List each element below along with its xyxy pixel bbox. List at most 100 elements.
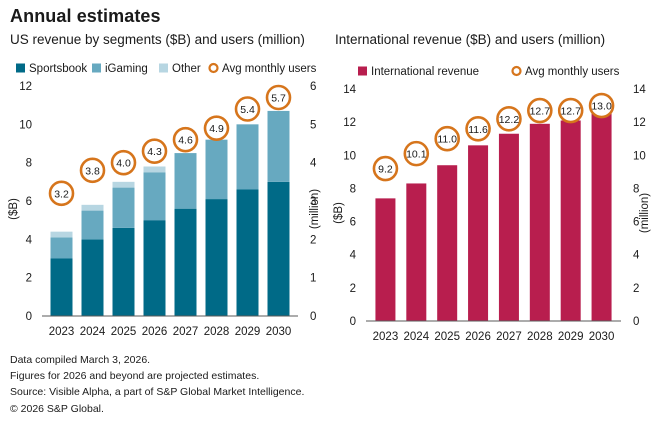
us-x-tick: 2026 <box>142 326 168 338</box>
us-bar-igaming <box>267 110 290 182</box>
intl-y-tick: 12 <box>343 117 356 129</box>
intl-x-tick: 2023 <box>373 331 399 343</box>
us-legend-label: Other <box>172 63 201 75</box>
intl-y-tick: 4 <box>350 250 357 262</box>
intl-users-marker <box>588 92 615 119</box>
us-bar-sportsbook <box>236 189 259 316</box>
us-legend-users-icon <box>208 62 219 74</box>
us-y-tick: 10 <box>19 119 32 131</box>
intl-users-label: 11.0 <box>437 134 457 146</box>
us-y-tick: 8 <box>26 158 32 170</box>
us-users-marker <box>265 84 292 111</box>
us-legend-swatch <box>159 63 168 73</box>
us-y2-tick: 0 <box>310 311 316 323</box>
us-bar-igaming <box>205 139 228 200</box>
us-users-label: 4.9 <box>209 123 224 135</box>
intl-users-marker <box>527 97 553 124</box>
us-y2-tick: 2 <box>310 234 316 246</box>
intl-y-tick: 2 <box>350 283 356 295</box>
intl-y2-tick: 10 <box>633 150 646 162</box>
us-bar-sportsbook <box>143 220 166 316</box>
us-bar-igaming <box>174 153 197 209</box>
note-copyright: © 2026 S&P Global. <box>10 402 104 415</box>
us-x-tick: 2029 <box>235 326 261 338</box>
us-bar-other <box>50 231 73 238</box>
us-bar-sportsbook <box>81 239 104 316</box>
intl-legend-label: International revenue <box>371 66 479 78</box>
intl-y2-tick: 0 <box>633 316 639 328</box>
us-x-tick: 2025 <box>111 326 137 338</box>
us-bar-sportsbook <box>112 227 135 316</box>
intl-bar-international-revenue <box>375 198 396 321</box>
intl-y-tick: 8 <box>350 183 356 195</box>
us-users-marker <box>172 126 199 153</box>
intl-y2-tick: 8 <box>633 183 639 195</box>
us-bar-sportsbook <box>205 199 228 316</box>
intl-legend-swatch <box>358 66 367 76</box>
intl-y2-axis-label: (million) <box>639 193 651 233</box>
us-y2-tick: 4 <box>310 158 317 170</box>
us-bar-igaming <box>236 124 259 190</box>
us-x-tick: 2030 <box>266 326 292 338</box>
us-bar-igaming <box>112 187 135 228</box>
us-users-marker <box>79 157 106 184</box>
intl-users-marker <box>557 97 584 124</box>
intl-bar-international-revenue <box>406 183 427 321</box>
intl-y-axis-label: ($B) <box>333 202 345 224</box>
us-bar-igaming <box>143 172 166 221</box>
us-users-marker <box>110 149 137 176</box>
us-x-tick: 2027 <box>173 326 199 338</box>
intl-y2-tick: 2 <box>633 283 639 295</box>
us-x-tick: 2028 <box>204 326 230 338</box>
intl-users-label: 12.2 <box>499 114 520 126</box>
us-users-label: 4.6 <box>178 135 193 147</box>
intl-y2-tick: 12 <box>633 117 646 129</box>
intl-users-label: 13.0 <box>591 101 612 113</box>
us-users-marker <box>203 115 230 141</box>
intl-legend-label: Avg monthly users <box>525 66 620 78</box>
us-bar-other <box>112 181 135 188</box>
us-legend-swatch <box>92 63 101 73</box>
intl-users-label: 10.1 <box>406 149 427 161</box>
intl-y-tick: 6 <box>350 217 356 229</box>
footnotes: Data compiled March 3, 2026. Figures for… <box>10 352 304 417</box>
us-y-tick: 4 <box>26 234 33 246</box>
note-projections: Figures for 2026 and beyond are projecte… <box>10 370 260 383</box>
intl-y-tick: 14 <box>343 84 356 96</box>
intl-users-marker <box>434 125 460 152</box>
note-compiled: Data compiled March 3, 2026. <box>10 354 151 366</box>
intl-x-tick: 2024 <box>404 331 430 343</box>
us-y-tick: 6 <box>26 196 32 208</box>
intl-bar-international-revenue <box>591 110 612 322</box>
intl-x-tick: 2028 <box>527 331 553 343</box>
intl-legend-users-icon <box>511 65 522 77</box>
intl-users-label: 12.7 <box>560 106 581 118</box>
intl-bar-international-revenue <box>498 133 519 321</box>
intl-x-tick: 2030 <box>589 331 615 343</box>
us-y2-tick: 3 <box>310 196 316 208</box>
intl-users-label: 9.2 <box>378 164 393 176</box>
intl-bar-international-revenue <box>468 145 489 321</box>
us-users-marker <box>234 96 261 122</box>
intl-x-tick: 2027 <box>496 331 522 343</box>
intl-users-marker <box>403 140 430 167</box>
us-users-marker <box>141 138 168 164</box>
intl-y-tick: 0 <box>350 316 356 328</box>
intl-x-tick: 2025 <box>434 331 460 343</box>
us-users-label: 4.3 <box>147 146 162 158</box>
us-legend-swatch <box>16 63 25 73</box>
us-y2-tick: 1 <box>310 273 316 285</box>
us-bar-igaming <box>81 210 104 240</box>
intl-y-tick: 10 <box>343 150 356 162</box>
us-y-axis-label: ($B) <box>8 198 20 220</box>
intl-y2-tick: 14 <box>633 84 646 96</box>
us-y2-axis-label: (million) <box>309 189 321 229</box>
intl-users-label: 12.7 <box>530 106 551 118</box>
intl-users-label: 11.6 <box>468 124 488 136</box>
intl-bar-international-revenue <box>529 123 550 321</box>
intl-revenue-chart: 0 2 4 6 8 10 12 14 0 2 4 6 8 10 12 14 ($B) (million) 2023 2… <box>333 65 651 343</box>
us-x-tick: 2024 <box>80 326 106 338</box>
intl-y2-tick: 6 <box>633 217 639 229</box>
intl-x-tick: 2029 <box>558 331 584 343</box>
